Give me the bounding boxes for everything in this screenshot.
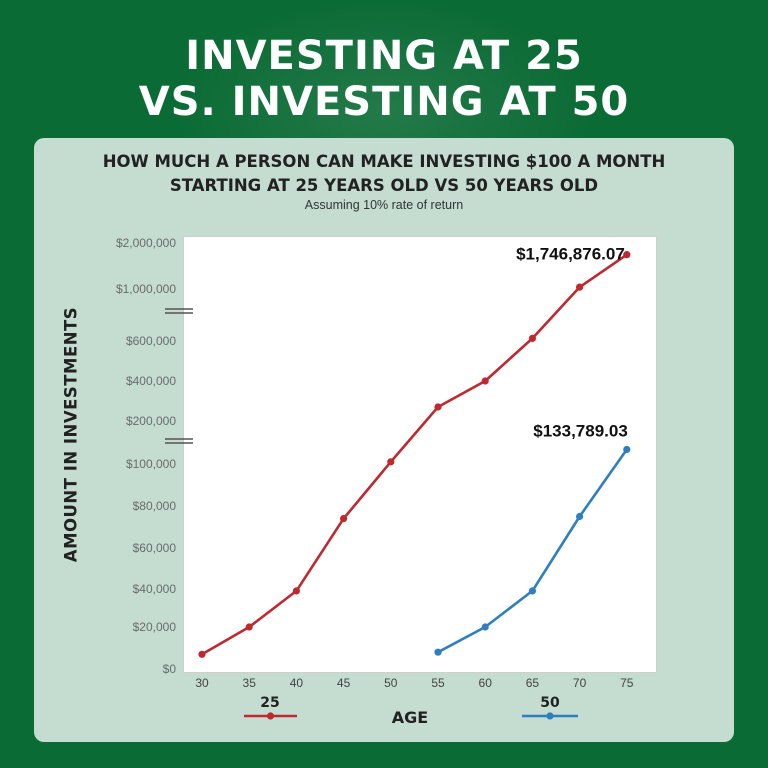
data-point-25 (340, 515, 348, 523)
x-axis-label: AGE (391, 708, 429, 727)
x-tick-label: 60 (479, 676, 493, 690)
x-tick-label: 50 (384, 676, 398, 690)
chart-title: HOW MUCH A PERSON CAN MAKE INVESTING $10… (102, 152, 666, 171)
plot-area (183, 236, 657, 673)
data-point-25 (387, 458, 395, 466)
legend-label-25: 25 (260, 695, 280, 711)
series-line-25 (200, 253, 629, 656)
y-tick-label: $2,000,000 (116, 236, 176, 250)
data-point-50 (623, 445, 631, 454)
data-point-25 (623, 251, 631, 259)
data-point-25 (292, 587, 300, 595)
y-tick-label: $80,000 (133, 499, 177, 513)
data-point-25 (434, 403, 442, 411)
legend-dot-25 (266, 712, 275, 720)
x-tick-label: 65 (526, 676, 540, 690)
data-point-25 (576, 283, 584, 291)
data-point-50 (434, 648, 442, 656)
x-tick-label: 45 (337, 676, 351, 690)
data-point-25 (481, 377, 489, 385)
y-tick-label: $1,000,000 (116, 282, 176, 296)
data-point-50 (481, 623, 489, 631)
y-tick-label: $0 (163, 662, 177, 676)
chart-note: Assuming 10% rate of return (304, 198, 464, 212)
headline-line-2: VS. INVESTING AT 50 (138, 79, 630, 125)
x-tick-label: 35 (243, 676, 257, 690)
data-point-25 (198, 650, 206, 658)
x-tick-label: 55 (431, 676, 445, 690)
data-point-25 (528, 334, 537, 342)
data-point-50 (576, 512, 584, 521)
chart-subtitle: STARTING AT 25 YEARS OLD VS 50 YEARS OLD (169, 176, 599, 195)
y-tick-label: $100,000 (126, 457, 176, 471)
x-tick-label: 70 (573, 676, 587, 690)
x-tick-label: 75 (620, 676, 634, 690)
y-tick-label: $60,000 (133, 541, 177, 555)
x-tick-label: 30 (195, 676, 209, 690)
legend-label-50: 50 (540, 695, 560, 711)
y-tick-label: $200,000 (126, 414, 176, 428)
data-point-25 (245, 623, 253, 631)
headline-line-1: INVESTING AT 25 (185, 33, 583, 79)
y-tick-label: $600,000 (126, 334, 176, 348)
end-value-label-25: $1,746,876.07 (516, 245, 625, 264)
series-line-50 (436, 448, 629, 654)
legend-dot-50 (546, 712, 554, 720)
y-tick-label: $20,000 (133, 620, 177, 634)
y-tick-label: $40,000 (133, 582, 177, 596)
end-value-label-50: $133,789.03 (533, 421, 628, 440)
y-tick-label: $400,000 (126, 374, 176, 388)
x-tick-label: 40 (290, 676, 304, 690)
data-point-50 (528, 587, 537, 595)
